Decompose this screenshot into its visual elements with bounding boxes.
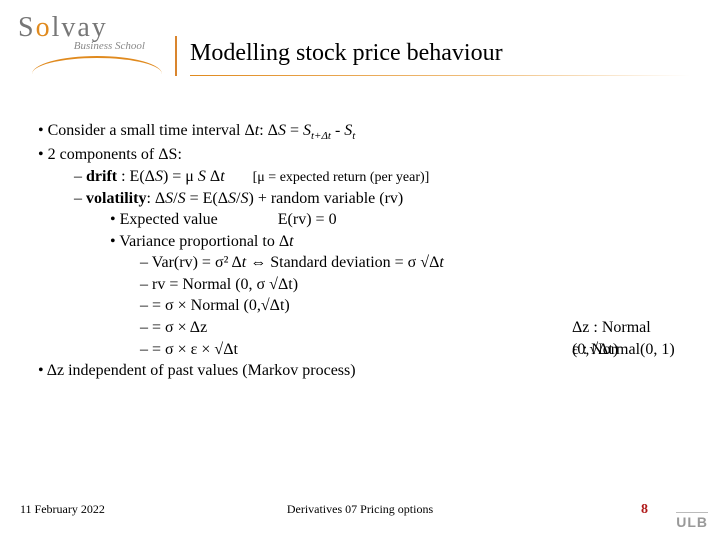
bullet-drift: drift : E(ΔS) = μ S Δt [μ = expected ret… [74,166,690,188]
slide-footer: 11 February 2022 Derivatives 07 Pricing … [0,502,720,526]
bullet-variance: Variance proportional to Δt [110,231,690,253]
bullet-sigma-dz: = σ × Δz Δz : Normal (0,√Δt) [140,317,690,339]
bullet-expected-value: Expected value E(rv) = 0 [110,209,690,231]
title-divider [175,36,177,76]
solvay-logo: Solvay Business School [18,12,163,52]
bullet-volatility: volatility: ΔS/S = E(ΔS/S) + random vari… [74,188,690,210]
slide-body: Consider a small time interval Δt: ΔS = … [38,120,690,382]
header-rule [190,75,690,76]
bullet-rv-normal: rv = Normal (0, σ √Δt) [140,274,690,296]
bullet-markov: Δz independent of past values (Markov pr… [38,360,690,382]
ulb-logo: ULB [676,512,708,530]
page-title: Modelling stock price behaviour [190,40,503,67]
footer-title: Derivatives 07 Pricing options [0,502,720,517]
bullet-components: 2 components of ΔS: [38,144,690,166]
logo-swoosh-icon [32,56,162,74]
annotation-eps: ε : Normal(0, 1) [572,339,675,361]
bullet-consider: Consider a small time interval Δt: ΔS = … [38,120,690,144]
page-number: 8 [641,502,648,518]
drift-note: [μ = expected return (per year)] [253,170,430,185]
bullet-var-rv: Var(rv) = σ² Δt ⇔ Standard deviation = σ… [140,252,690,274]
bullet-sigma-normal: = σ × Normal (0,√Δt) [140,295,690,317]
bullet-sigma-eps: = σ × ε × √Δt ε : Normal(0, 1) [140,339,690,361]
slide-header: Solvay Business School Modelling stock p… [0,0,720,85]
